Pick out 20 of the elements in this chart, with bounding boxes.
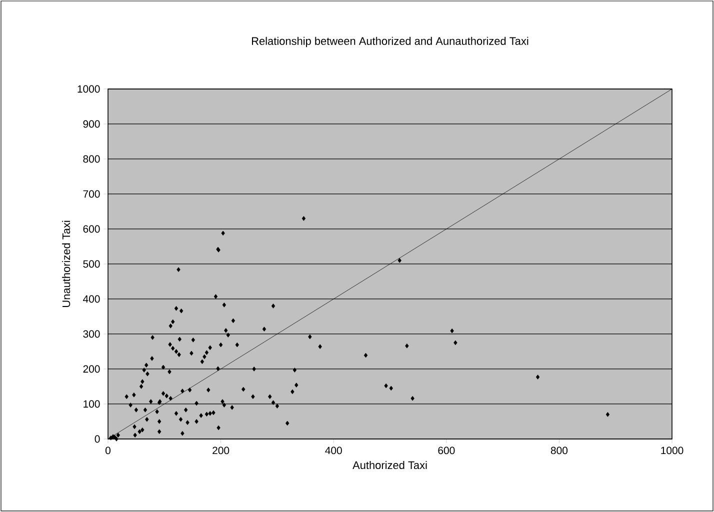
y-tick-label: 400 xyxy=(83,295,100,303)
x-tick-label: 200 xyxy=(212,446,230,454)
x-tick-label: 400 xyxy=(325,446,342,454)
y-tick-label: 0 xyxy=(94,435,100,443)
y-tick-label: 700 xyxy=(83,190,100,198)
y-tick-label: 300 xyxy=(83,330,100,338)
y-tick-label: 900 xyxy=(83,120,100,128)
x-axis-title: Authorized Taxi xyxy=(352,461,427,470)
x-tick-label: 1000 xyxy=(661,446,684,454)
y-tick-label: 500 xyxy=(83,260,100,268)
x-tick-label: 600 xyxy=(438,446,455,454)
x-tick-label: 0 xyxy=(106,446,111,454)
x-tick-label: 800 xyxy=(550,446,568,454)
y-tick-label: 200 xyxy=(83,365,100,373)
y-tick-label: 800 xyxy=(83,155,100,163)
chart-title: Relationship between Authorized and Aunauthorized Taxi xyxy=(252,36,528,48)
y-tick-label: 1000 xyxy=(78,85,100,93)
y-axis-title: Unauthorized Taxi xyxy=(62,220,70,307)
y-tick-label: 100 xyxy=(84,400,100,408)
y-tick-label: 600 xyxy=(83,225,100,233)
